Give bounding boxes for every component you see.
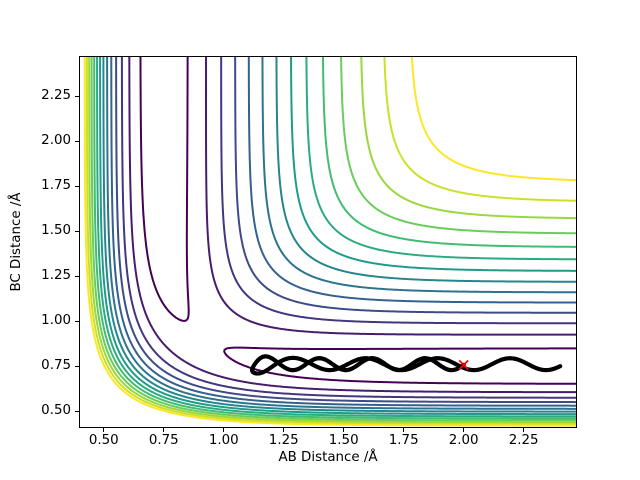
x-tick-mark (103, 428, 105, 432)
y-tick-mark (75, 320, 79, 322)
x-axis-label: AB Distance /Å (278, 450, 378, 465)
y-tick-mark (75, 230, 79, 232)
x-tick-mark (403, 428, 405, 432)
x-tick-label: 2.25 (508, 433, 539, 448)
x-tick-mark (463, 428, 465, 432)
y-tick-label: 1.25 (41, 268, 71, 284)
y-tick-mark (75, 410, 79, 412)
contour-plot-canvas (80, 57, 576, 427)
x-tick-label: 1.50 (328, 433, 359, 448)
x-tick-label: 1.75 (388, 433, 419, 448)
y-tick-mark (75, 185, 79, 187)
x-tick-mark (163, 428, 165, 432)
y-tick-label: 2.00 (41, 133, 71, 149)
x-tick-mark (223, 428, 225, 432)
x-tick-mark (283, 428, 285, 432)
x-tick-label: 1.25 (268, 433, 299, 448)
x-tick-label: 0.75 (148, 433, 179, 448)
x-tick-mark (523, 428, 525, 432)
y-tick-label: 1.50 (41, 223, 71, 239)
x-tick-label: 2.00 (448, 433, 479, 448)
plot-area (79, 56, 577, 428)
y-tick-label: 1.75 (41, 178, 71, 194)
y-tick-label: 2.25 (41, 88, 71, 104)
x-tick-mark (343, 428, 345, 432)
y-tick-mark (75, 140, 79, 142)
x-tick-label: 1.00 (208, 433, 239, 448)
y-tick-label: 1.00 (41, 313, 71, 329)
y-tick-label: 0.50 (41, 403, 71, 419)
y-tick-label: 0.75 (41, 358, 71, 374)
y-axis-label: BC Distance /Å (9, 192, 24, 292)
x-tick-label: 0.50 (88, 433, 119, 448)
y-tick-mark (75, 95, 79, 97)
y-tick-mark (75, 275, 79, 277)
y-tick-mark (75, 365, 79, 367)
